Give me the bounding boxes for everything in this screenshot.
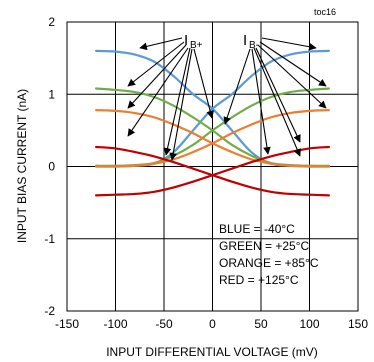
y-axis-title: INPUT BIAS CURRENT (nA) [15, 89, 29, 243]
y-tick-label: 2 [48, 15, 55, 29]
annotation-arrow [259, 41, 327, 87]
tick-layer: -150 -100 -50 0 50 100 150 -2 -1 0 1 2 [44, 15, 368, 331]
annotation-arrow [139, 37, 183, 51]
ib-plus-label: I B+ [184, 32, 203, 51]
y-tick-label: 1 [48, 87, 55, 101]
annotation-arrow [251, 48, 271, 155]
x-tick-label: 100 [299, 317, 319, 331]
y-tick-label: 0 [48, 160, 55, 174]
annotation-arrow [127, 44, 187, 109]
x-tick-label: -50 [155, 317, 173, 331]
annotation-arrow [255, 47, 301, 143]
annotation-arrow [261, 37, 317, 51]
ib-minus-label-sub: B- [249, 40, 259, 51]
x-tick-label: -150 [55, 317, 79, 331]
ib-plus-label-main: I [184, 32, 188, 49]
series-line-orange-ib-minus [95, 109, 330, 168]
plot-frame [66, 21, 359, 312]
annotation-arrow [169, 48, 193, 161]
x-tick-label: 0 [209, 317, 216, 331]
legend-line-blue: BLUE = -40°C [219, 222, 295, 236]
x-tick-label: 150 [348, 317, 368, 331]
x-tick-label: 50 [254, 317, 268, 331]
arrow-layer [127, 37, 327, 161]
ib-minus-label-main: I [243, 32, 247, 49]
legend-line-red: RED = +125°C [219, 273, 299, 287]
annotation-arrow [253, 47, 301, 157]
annotation-arrow [127, 47, 189, 137]
y-tick-label: -1 [44, 232, 55, 246]
annotation-arrow [223, 48, 251, 125]
temperature-legend: BLUE = -40°C GREEN = +25°C ORANGE = +85°… [219, 222, 319, 287]
x-tick-label: -100 [103, 317, 127, 331]
legend-line-orange: ORANGE = +85°C [219, 256, 319, 270]
series-layer [95, 49, 330, 197]
ib-minus-label: I B- [243, 32, 259, 51]
ib-plus-label-sub: B+ [190, 40, 203, 51]
annotation-arrow [127, 41, 185, 87]
annotation-arrow [163, 47, 191, 156]
x-axis-title: INPUT DIFFERENTIAL VOLTAGE (mV) [106, 345, 318, 359]
y-tick-label: -2 [44, 304, 55, 318]
legend-line-green: GREEN = +25°C [219, 239, 310, 253]
annotation-arrow [193, 48, 214, 119]
chart-tag: toc16 [314, 7, 336, 17]
series-line-red-ib-minus [95, 145, 330, 197]
annotation-arrow [257, 44, 327, 109]
